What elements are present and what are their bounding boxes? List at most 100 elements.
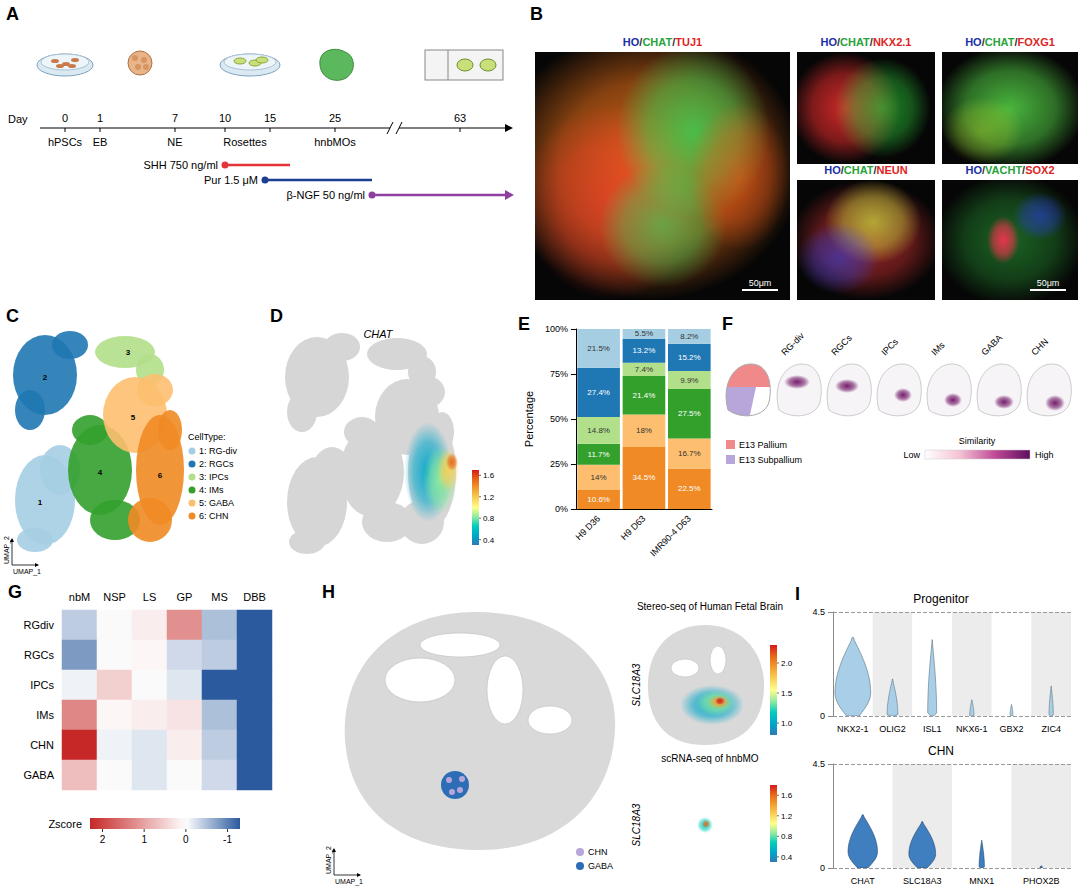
svg-text:MNX1: MNX1 bbox=[969, 876, 994, 886]
svg-text:HO/CHAT/NKX2.1: HO/CHAT/NKX2.1 bbox=[821, 36, 912, 48]
svg-text:4: IMs: 4: IMs bbox=[199, 485, 224, 495]
svg-text:GP: GP bbox=[177, 591, 193, 603]
svg-text:34.5%: 34.5% bbox=[633, 473, 656, 482]
svg-text:25: 25 bbox=[329, 112, 341, 124]
svg-text:GBX2: GBX2 bbox=[999, 724, 1023, 734]
svg-text:IPCs: IPCs bbox=[30, 679, 54, 691]
svg-text:1: 1 bbox=[141, 834, 147, 845]
svg-text:GABA: GABA bbox=[588, 861, 613, 871]
svg-text:RGdiv: RGdiv bbox=[23, 619, 54, 631]
svg-text:50μm: 50μm bbox=[1037, 278, 1060, 288]
svg-text:0.8: 0.8 bbox=[483, 514, 495, 523]
svg-text:NE: NE bbox=[167, 136, 182, 148]
svg-text:SLC18A3: SLC18A3 bbox=[631, 663, 642, 706]
svg-text:HO/CHAT/FOXG1: HO/CHAT/FOXG1 bbox=[965, 36, 1055, 48]
svg-text:CHAT: CHAT bbox=[363, 328, 393, 340]
svg-text:0: 0 bbox=[183, 834, 189, 845]
svg-text:15: 15 bbox=[264, 112, 276, 124]
svg-text:25%: 25% bbox=[550, 459, 568, 469]
svg-text:Progenitor: Progenitor bbox=[913, 592, 968, 606]
svg-text:4.5: 4.5 bbox=[812, 607, 825, 617]
svg-text:RG-div: RG-div bbox=[779, 330, 806, 357]
svg-text:2.0: 2.0 bbox=[781, 659, 793, 668]
svg-text:UMAP_2: UMAP_2 bbox=[325, 846, 333, 874]
svg-text:SLC18A3: SLC18A3 bbox=[903, 876, 942, 886]
svg-text:4.5: 4.5 bbox=[812, 759, 825, 769]
svg-text:EB: EB bbox=[93, 136, 108, 148]
svg-text:0: 0 bbox=[820, 711, 825, 721]
svg-text:ISL1: ISL1 bbox=[923, 724, 942, 734]
svg-text:SHH 750 ng/ml: SHH 750 ng/ml bbox=[143, 159, 218, 171]
svg-text:Percentage: Percentage bbox=[523, 391, 535, 447]
svg-text:Similarity: Similarity bbox=[959, 436, 996, 446]
svg-text:CHN: CHN bbox=[588, 847, 608, 857]
svg-text:CHN: CHN bbox=[1029, 337, 1050, 358]
svg-text:0.4: 0.4 bbox=[483, 536, 495, 545]
svg-text:OLIG2: OLIG2 bbox=[879, 724, 906, 734]
svg-text:H9 D36: H9 D36 bbox=[574, 513, 603, 542]
svg-text:5: 5 bbox=[131, 413, 136, 422]
svg-text:-1: -1 bbox=[223, 834, 232, 845]
svg-text:1.0: 1.0 bbox=[781, 719, 793, 728]
svg-text:10: 10 bbox=[219, 112, 231, 124]
svg-text:1.2: 1.2 bbox=[483, 493, 495, 502]
svg-text:High: High bbox=[1035, 450, 1054, 460]
svg-text:B: B bbox=[530, 4, 543, 24]
svg-text:GABA: GABA bbox=[979, 333, 1004, 358]
svg-text:2: RGCs: 2: RGCs bbox=[199, 459, 234, 469]
svg-text:27.5%: 27.5% bbox=[678, 409, 701, 418]
svg-text:E: E bbox=[518, 314, 530, 334]
svg-text:scRNA-seq of hnbMO: scRNA-seq of hnbMO bbox=[661, 753, 758, 764]
svg-text:3: 3 bbox=[126, 348, 131, 357]
svg-text:Day: Day bbox=[8, 113, 28, 125]
svg-text:8.2%: 8.2% bbox=[680, 332, 698, 341]
svg-text:16.7%: 16.7% bbox=[678, 449, 701, 458]
svg-text:1.6: 1.6 bbox=[781, 791, 793, 800]
svg-text:4: 4 bbox=[98, 468, 103, 477]
svg-text:6: 6 bbox=[158, 471, 163, 480]
svg-text:CHN: CHN bbox=[928, 744, 954, 758]
svg-text:1.2: 1.2 bbox=[781, 812, 793, 821]
svg-text:Zscore: Zscore bbox=[48, 818, 82, 830]
svg-text:RGCs: RGCs bbox=[24, 649, 54, 661]
svg-text:LS: LS bbox=[143, 591, 156, 603]
svg-text:0.8: 0.8 bbox=[781, 832, 793, 841]
svg-text:UMAP_1: UMAP_1 bbox=[13, 568, 41, 576]
svg-text:7.4%: 7.4% bbox=[635, 365, 653, 374]
svg-text:HO/VACHT/SOX2: HO/VACHT/SOX2 bbox=[965, 164, 1054, 176]
svg-text:I: I bbox=[795, 584, 800, 604]
svg-text:IPCs: IPCs bbox=[879, 336, 900, 357]
svg-text:7: 7 bbox=[172, 112, 178, 124]
svg-text:63: 63 bbox=[454, 112, 466, 124]
svg-text:50μm: 50μm bbox=[749, 278, 772, 288]
svg-text:0: 0 bbox=[62, 112, 68, 124]
svg-text:MS: MS bbox=[211, 591, 228, 603]
svg-text:1: 1 bbox=[97, 112, 103, 124]
svg-text:E13 Subpallium: E13 Subpallium bbox=[739, 455, 802, 465]
svg-text:1.5: 1.5 bbox=[781, 689, 793, 698]
svg-text:SLC18A3: SLC18A3 bbox=[631, 803, 642, 846]
svg-text:IMs: IMs bbox=[929, 340, 947, 358]
svg-text:DBB: DBB bbox=[243, 591, 266, 603]
svg-text:0%: 0% bbox=[555, 504, 568, 514]
svg-text:CHAT: CHAT bbox=[851, 876, 875, 886]
svg-text:5: GABA: 5: GABA bbox=[199, 498, 234, 508]
svg-text:10.6%: 10.6% bbox=[587, 495, 610, 504]
svg-text:CHN: CHN bbox=[30, 739, 54, 751]
svg-text:1: 1 bbox=[38, 498, 43, 507]
svg-text:hnbMOs: hnbMOs bbox=[314, 136, 356, 148]
svg-text:NSP: NSP bbox=[103, 591, 126, 603]
svg-text:21.5%: 21.5% bbox=[587, 344, 610, 353]
svg-text:2: 2 bbox=[100, 834, 106, 845]
svg-text:E13 Pallium: E13 Pallium bbox=[739, 440, 787, 450]
svg-text:F: F bbox=[722, 314, 733, 334]
svg-text:22.5%: 22.5% bbox=[678, 484, 701, 493]
svg-text:NKX2-1: NKX2-1 bbox=[837, 724, 869, 734]
svg-text:IMs: IMs bbox=[36, 709, 54, 721]
svg-text:Low: Low bbox=[903, 450, 920, 460]
svg-text:Rosettes: Rosettes bbox=[223, 136, 267, 148]
svg-text:5.5%: 5.5% bbox=[635, 329, 653, 338]
svg-text:0: 0 bbox=[820, 863, 825, 873]
svg-text:RGCs: RGCs bbox=[829, 333, 854, 358]
svg-text:2: 2 bbox=[43, 373, 48, 382]
